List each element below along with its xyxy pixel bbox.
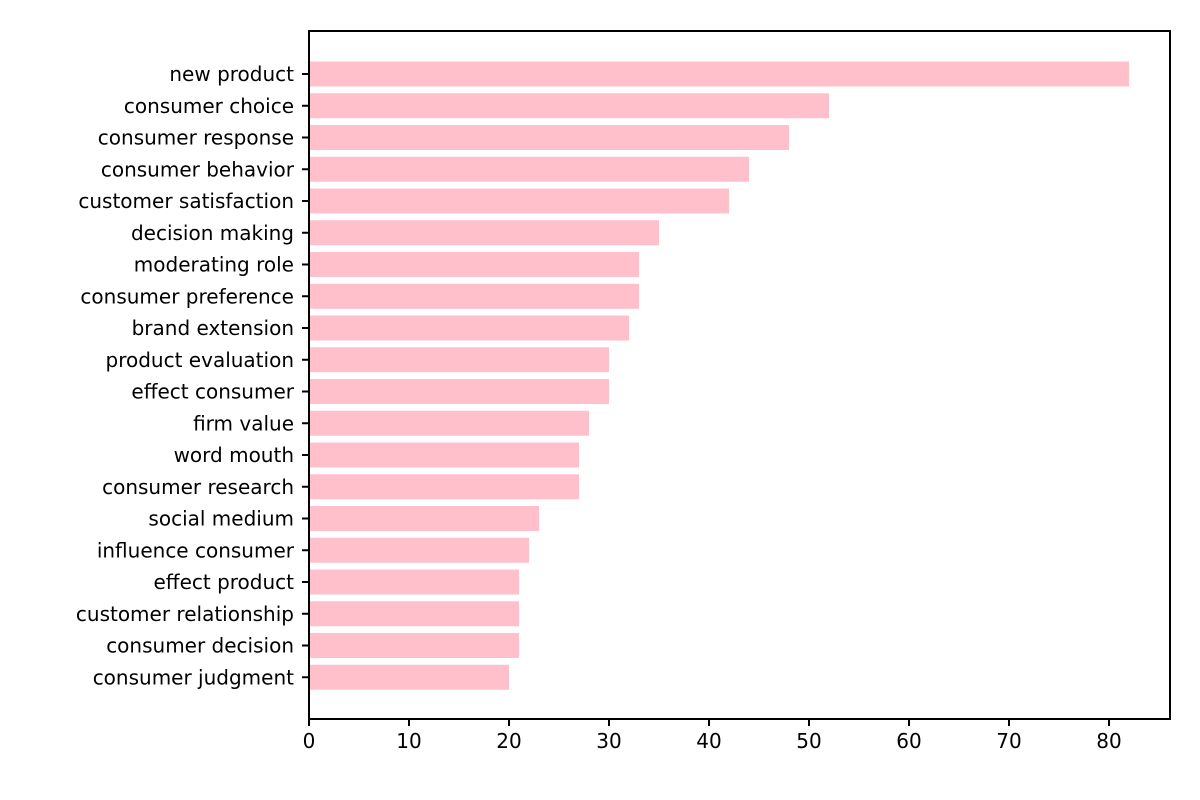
y-tick-label: new product bbox=[169, 62, 294, 86]
x-tick-label: 10 bbox=[396, 729, 421, 753]
bar bbox=[309, 315, 629, 341]
bar bbox=[309, 93, 829, 119]
bar bbox=[309, 220, 659, 246]
x-tick-label: 80 bbox=[1096, 729, 1121, 753]
y-tick-label: moderating role bbox=[134, 253, 294, 277]
y-tick-label: influence consumer bbox=[97, 538, 295, 562]
bars-layer bbox=[309, 61, 1129, 690]
x-tick-label: 70 bbox=[996, 729, 1021, 753]
x-tick-label: 40 bbox=[696, 729, 721, 753]
plot-area-frame bbox=[308, 30, 1171, 720]
bar bbox=[309, 252, 639, 277]
y-tick-label: consumer decision bbox=[106, 634, 294, 658]
bar bbox=[309, 61, 1129, 87]
y-tick-label: consumer behavior bbox=[101, 157, 295, 181]
y-tick-label: decision making bbox=[131, 221, 294, 245]
y-axis: new product consumer choice consumer respo… bbox=[76, 62, 309, 689]
y-tick-label: consumer judgment bbox=[93, 665, 294, 689]
y-tick-label: consumer choice bbox=[124, 94, 294, 118]
y-tick-label: customer relationship bbox=[76, 602, 294, 626]
x-tick-label: 30 bbox=[596, 729, 621, 753]
y-tick-label: effect consumer bbox=[131, 380, 294, 404]
y-tick-label: brand extension bbox=[132, 316, 294, 340]
bar bbox=[309, 379, 609, 404]
y-tick-label: social medium bbox=[148, 507, 294, 531]
bar bbox=[309, 283, 639, 309]
bar bbox=[309, 569, 519, 595]
x-tick-label: 0 bbox=[303, 729, 316, 753]
bar bbox=[309, 442, 579, 468]
bar bbox=[309, 188, 729, 214]
y-tick-label: product evaluation bbox=[106, 348, 294, 372]
y-tick-label: consumer response bbox=[98, 126, 294, 150]
x-axis: 0 10 20 30 40 50 60 70 80 bbox=[303, 719, 1122, 753]
bar bbox=[309, 474, 579, 500]
bar bbox=[309, 410, 589, 436]
bar bbox=[309, 125, 789, 150]
bar bbox=[309, 506, 539, 531]
bar bbox=[309, 347, 609, 373]
y-tick-label: consumer research bbox=[102, 475, 294, 499]
x-tick-label: 60 bbox=[896, 729, 921, 753]
y-tick-label: firm value bbox=[193, 411, 294, 435]
y-tick-label: consumer preference bbox=[80, 284, 294, 308]
x-tick-label: 50 bbox=[796, 729, 821, 753]
y-tick-label: effect product bbox=[153, 570, 294, 594]
bar bbox=[309, 633, 519, 658]
x-tick-label: 20 bbox=[496, 729, 521, 753]
y-tick-label: customer satisfaction bbox=[78, 189, 294, 213]
bar bbox=[309, 156, 749, 182]
bar bbox=[309, 664, 509, 690]
bar bbox=[309, 537, 529, 563]
y-tick-label: word mouth bbox=[174, 443, 294, 467]
bar bbox=[309, 601, 519, 627]
